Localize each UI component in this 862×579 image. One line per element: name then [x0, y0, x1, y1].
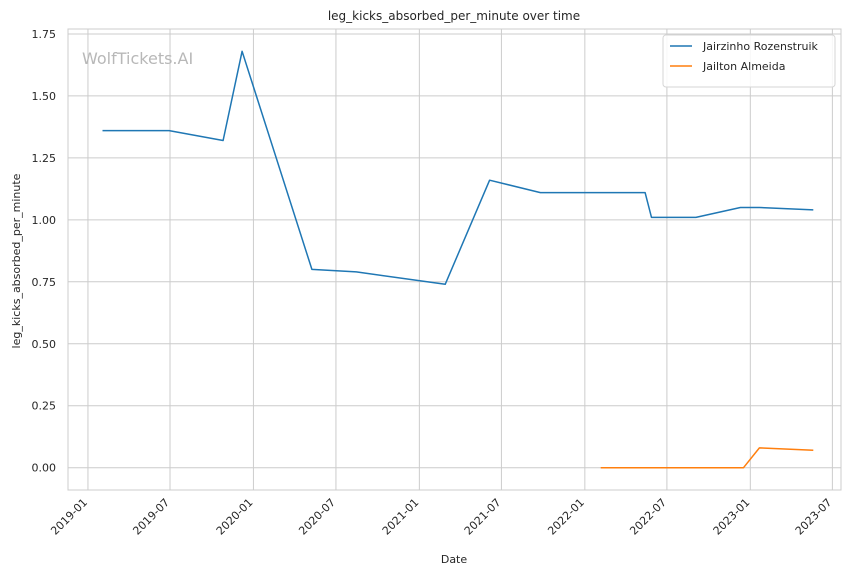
- series-line-jailton-almeida: [600, 447, 814, 469]
- y-tick-label: 0.50: [32, 338, 57, 351]
- plot-frame: [67, 28, 842, 491]
- y-tick-label: 1.25: [32, 152, 57, 165]
- legend-label: Jailton Almeida: [702, 60, 785, 73]
- legend-label: Jairzinho Rozenstruik: [702, 40, 819, 53]
- y-tick-label: 1.50: [32, 90, 57, 103]
- x-axis-label: Date: [441, 553, 468, 566]
- legend-box: [662, 34, 836, 88]
- y-axis-label: leg_kicks_absorbed_per_minute: [10, 173, 23, 348]
- series-layer: [102, 50, 814, 469]
- y-tick-label: 0.00: [32, 462, 57, 475]
- y-tick-label: 0.25: [32, 400, 57, 413]
- legend: Jairzinho Rozenstruik Jailton Almeida: [662, 34, 836, 88]
- y-tick-label: 0.75: [32, 276, 57, 289]
- series-line-jairzinho-rozenstruik: [102, 50, 814, 286]
- watermark-text: WolfTickets.AI: [82, 49, 193, 68]
- y-tick-label: 1.00: [32, 214, 57, 227]
- chart-title: leg_kicks_absorbed_per_minute over time: [328, 9, 580, 23]
- y-tick-label: 1.75: [32, 28, 57, 41]
- y-tick-labels: 0.00 0.25 0.50 0.75 1.00 1.25 1.50 1.75: [32, 28, 57, 475]
